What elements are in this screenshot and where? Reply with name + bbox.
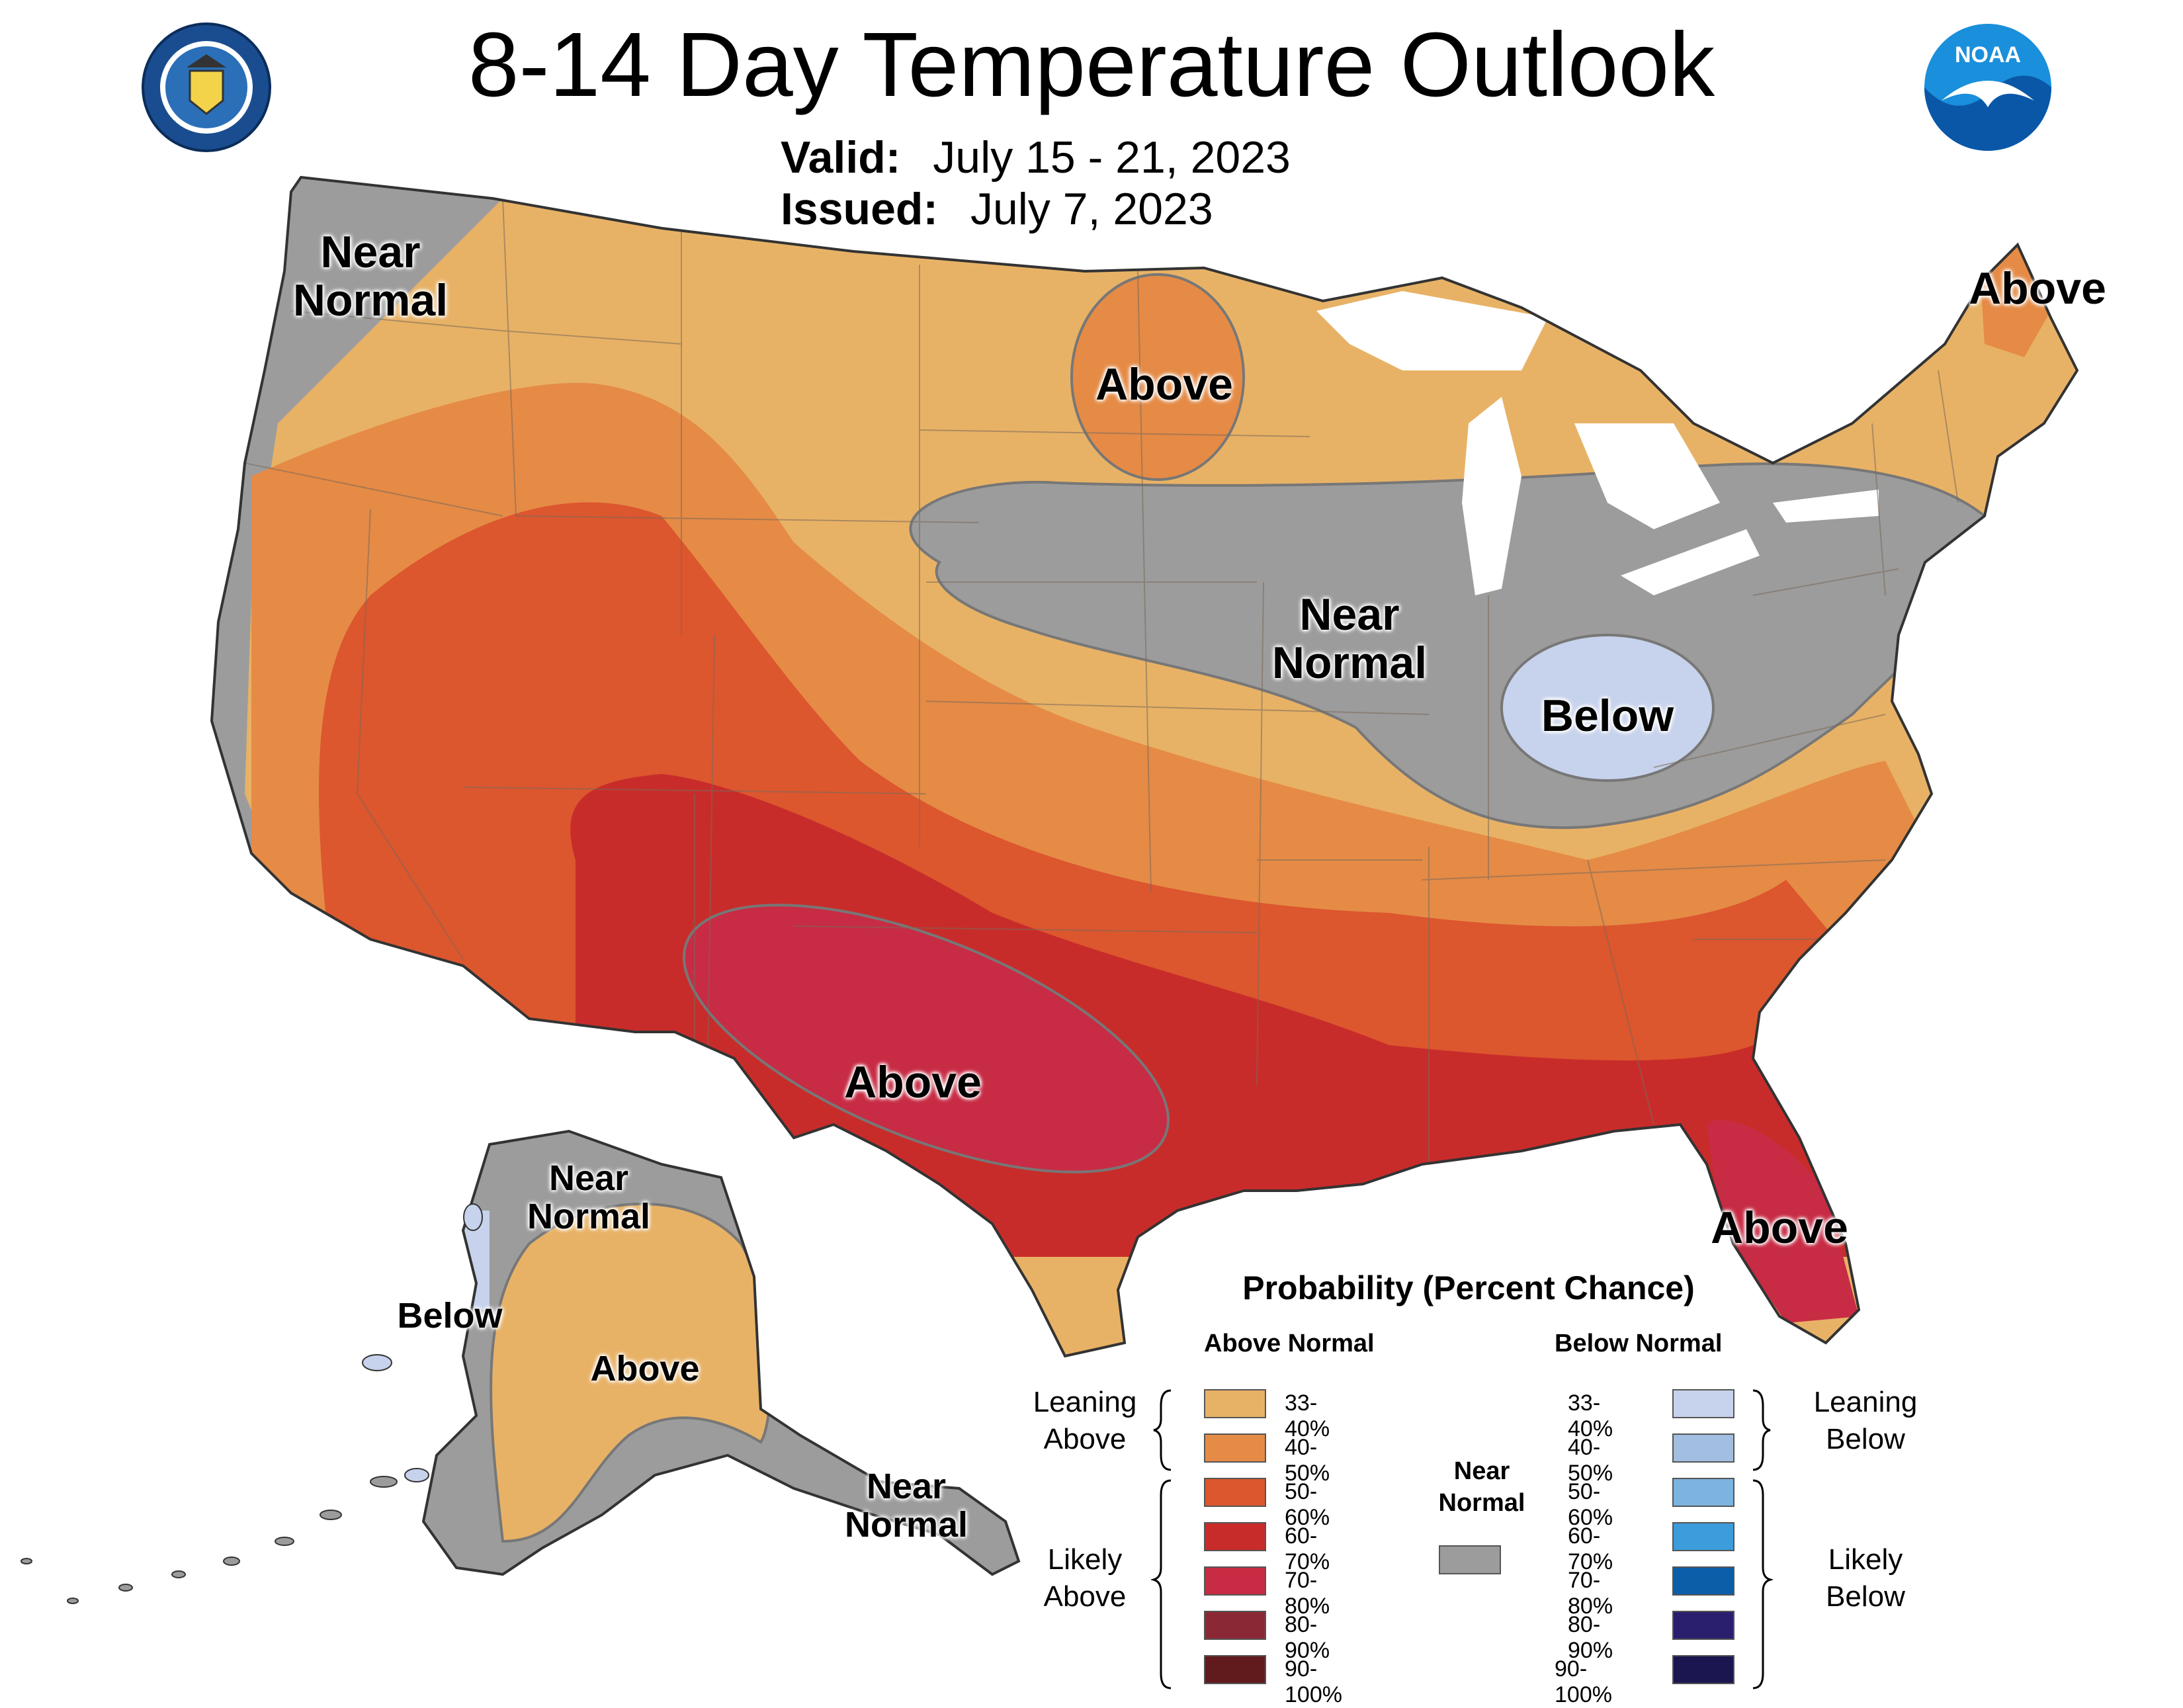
lake-superior — [1316, 291, 1548, 370]
pct-above-33-40: 33-40% — [1285, 1390, 1330, 1441]
swatch-below-70-80 — [1672, 1566, 1734, 1596]
swatch-above-50-60 — [1204, 1478, 1266, 1507]
legend-likely-below: Likely Below — [1826, 1543, 1905, 1613]
lake-ontario — [1773, 490, 1879, 523]
label-above-florida: Above — [1711, 1203, 1848, 1253]
pct-above-60-70: 60-70% — [1285, 1523, 1330, 1574]
swatch-above-33-40 — [1204, 1389, 1266, 1418]
legend-below-header: Below Normal — [1555, 1330, 1723, 1357]
department-of-commerce-seal — [142, 22, 271, 152]
label-above-northeast: Above — [1969, 263, 2106, 314]
swatch-below-90-100 — [1672, 1655, 1734, 1684]
label-near-normal-alaska-north: Near Normal — [527, 1158, 651, 1237]
pct-below-60-70: 60-70% — [1568, 1523, 1613, 1574]
issued-value: July 7, 2023 — [970, 184, 1213, 234]
page-title: 8-14 Day Temperature Outlook — [468, 14, 1715, 116]
lake-michigan — [1462, 397, 1521, 595]
aleutian-islands — [21, 1476, 398, 1604]
valid-value: July 15 - 21, 2023 — [933, 132, 1291, 183]
swatch-above-90-100 — [1204, 1655, 1266, 1684]
legend-above-header: Above Normal — [1204, 1330, 1375, 1357]
pct-above-50-60: 50-60% — [1285, 1479, 1330, 1530]
alaska-western-islands — [362, 1203, 483, 1482]
state-boundaries — [244, 198, 1959, 1177]
legend-leaning-above: Leaning Above — [1033, 1386, 1137, 1455]
label-below-ohio-valley: Below — [1541, 691, 1674, 741]
legend-near-normal-label: Near Normal — [1438, 1457, 1525, 1517]
pct-above-80-90: 80-90% — [1285, 1612, 1330, 1663]
swatch-below-33-40 — [1672, 1389, 1734, 1418]
above-60-70-zone — [570, 774, 1853, 1257]
northern-plains-above-zone — [1070, 273, 1245, 481]
valid-dates: Valid: July 15 - 21, 2023 — [781, 131, 1291, 184]
swatch-above-70-80 — [1204, 1566, 1266, 1596]
pct-below-33-40: 33-40% — [1568, 1390, 1613, 1441]
pct-below-40-50: 40-50% — [1568, 1435, 1613, 1486]
swatch-below-80-90 — [1672, 1611, 1734, 1640]
label-near-normal-midwest: Near Normal — [1271, 589, 1428, 689]
alaska-outline — [421, 1129, 1021, 1576]
issued-date: Issued: July 7, 2023 — [781, 183, 1213, 235]
swatch-above-60-70 — [1204, 1522, 1266, 1551]
pct-below-50-60: 50-60% — [1568, 1479, 1613, 1530]
legend-title: Probability (Percent Chance) — [1242, 1269, 1695, 1306]
swatch-near-normal — [1439, 1545, 1501, 1574]
legend-likely-above: Likely Above — [1043, 1543, 1127, 1613]
label-below-alaska-west: Below — [397, 1296, 503, 1336]
pct-above-90-100: 90-100% — [1285, 1656, 1342, 1707]
pacific-coast-near-normal-zone — [212, 177, 503, 959]
pct-below-70-80: 70-80% — [1568, 1568, 1613, 1619]
below-normal-zone — [1500, 634, 1715, 782]
legend-below-braces — [1752, 1389, 1773, 1689]
swatch-below-40-50 — [1672, 1433, 1734, 1463]
issued-label: Issued: — [781, 184, 939, 234]
texas-70-80-zone — [683, 904, 1170, 1174]
pct-below-90-100: 90-100% — [1555, 1656, 1612, 1707]
swatch-below-50-60 — [1672, 1478, 1734, 1507]
lake-huron — [1574, 423, 1720, 529]
conus-outline — [210, 175, 2079, 1358]
lake-erie — [1621, 529, 1760, 595]
pct-above-40-50: 40-50% — [1285, 1435, 1330, 1486]
noaa-logo: NOAA — [1924, 24, 2051, 151]
svg-text:NOAA: NOAA — [1955, 42, 2021, 67]
valid-label: Valid: — [781, 132, 901, 183]
legend-leaning-below: Leaning Below — [1813, 1386, 1918, 1455]
legend-above-braces — [1151, 1389, 1172, 1689]
swatch-above-80-90 — [1204, 1611, 1266, 1640]
label-near-normal-alaska-southeast: Near Normal — [844, 1467, 968, 1545]
pct-below-80-90: 80-90% — [1568, 1612, 1613, 1663]
pct-above-70-80: 70-80% — [1285, 1568, 1330, 1619]
label-near-normal-northwest: Near Normal — [292, 227, 449, 326]
swatch-above-40-50 — [1204, 1433, 1266, 1463]
florida-70-80-zone — [1707, 1120, 1859, 1323]
label-above-alaska-interior: Above — [590, 1349, 700, 1388]
label-above-northern-plains: Above — [1095, 359, 1233, 409]
label-above-texas: Above — [844, 1057, 982, 1107]
swatch-below-60-70 — [1672, 1522, 1734, 1551]
